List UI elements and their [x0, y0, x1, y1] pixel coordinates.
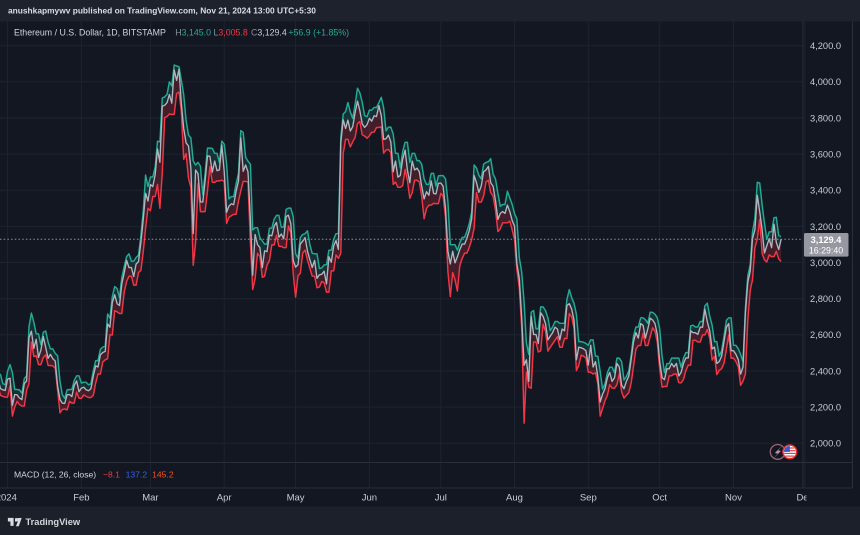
svg-text:Sep: Sep [580, 493, 597, 504]
svg-text:3,200.0: 3,200.0 [810, 222, 841, 232]
svg-text:Jul: Jul [435, 493, 447, 504]
svg-text:2,600.0: 2,600.0 [810, 330, 841, 340]
svg-text:3,600.0: 3,600.0 [810, 150, 841, 160]
svg-text:anushkapmywv published on Trad: anushkapmywv published on TradingView.co… [8, 5, 316, 15]
svg-text:3,129.4: 3,129.4 [811, 235, 843, 245]
svg-text:Oct: Oct [652, 493, 667, 504]
svg-text:Dec: Dec [796, 493, 813, 504]
svg-text:3,800.0: 3,800.0 [810, 113, 841, 123]
svg-text:Nov: Nov [725, 493, 742, 504]
svg-text:TradingView: TradingView [26, 517, 81, 527]
svg-text:2,000.0: 2,000.0 [810, 439, 841, 449]
svg-text:2,400.0: 2,400.0 [810, 366, 841, 376]
svg-text:2024: 2024 [0, 493, 17, 504]
svg-text:Aug: Aug [506, 493, 523, 504]
svg-text:3,000.0: 3,000.0 [810, 258, 841, 268]
svg-text:4,200.0: 4,200.0 [810, 41, 841, 51]
svg-text:Apr: Apr [217, 493, 232, 504]
svg-text:Ethereum / U.S. Dollar, 1D, BI: Ethereum / U.S. Dollar, 1D, BITSTAMP H3,1… [14, 28, 349, 38]
svg-text:May: May [287, 493, 305, 504]
svg-text:4,000.0: 4,000.0 [810, 77, 841, 87]
svg-text:Jun: Jun [362, 493, 377, 504]
svg-text:2,200.0: 2,200.0 [810, 403, 841, 413]
svg-text:Mar: Mar [142, 493, 158, 504]
svg-text:Feb: Feb [73, 493, 89, 504]
svg-text:3,400.0: 3,400.0 [810, 186, 841, 196]
svg-text:16:29:40: 16:29:40 [809, 245, 843, 255]
svg-text:2,800.0: 2,800.0 [810, 294, 841, 304]
